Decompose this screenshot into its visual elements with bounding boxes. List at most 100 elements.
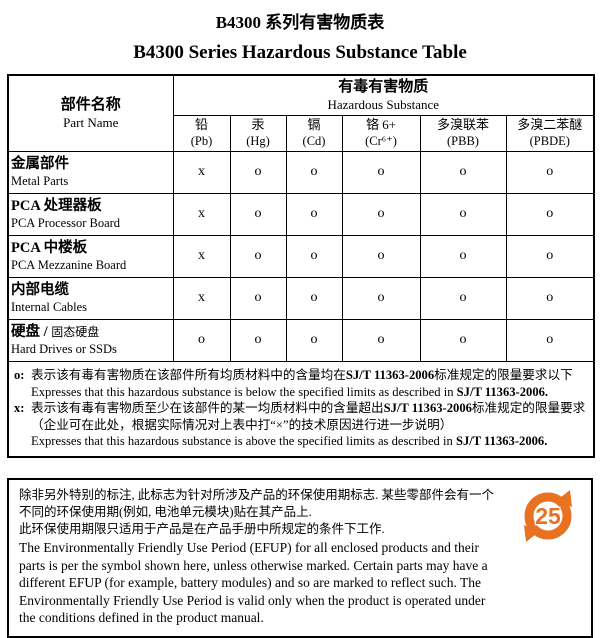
footnote-o-en-standard: SJ/T 11363-2006. [456, 384, 549, 399]
footnote-x-en-pre: Expresses that this hazardous substance … [31, 434, 456, 449]
part-zh-small: 固态硬盘 [51, 325, 100, 340]
substance-header-zh: 多溴联苯 [436, 117, 489, 133]
substance-value: o [341, 150, 421, 194]
efup-notice-box: 除非另外特别的标注, 此标志为针对所涉及产品的环保使用期标志. 某些零部件会有一… [7, 477, 593, 638]
substance-value: o [172, 318, 231, 362]
footnote-o-en: Expresses that this hazardous substance … [31, 384, 591, 401]
substance-value: x [172, 192, 231, 236]
footnote-x: x: 表示该有毒有害物质至少在该部件的某一均质材料中的含量超出SJ/T 1136… [11, 400, 591, 450]
substance-header-zh: 多溴二苯醚 [517, 117, 583, 133]
substance-header-en: (Pb) [190, 133, 213, 148]
footnote-o-zh: 表示该有毒有害物质在该部件所有均质材料中的含量均在SJ/T 11363-2006… [31, 367, 591, 384]
substance-header-pbb: 多溴联苯 (PBB) [419, 114, 507, 152]
part-name-en: Internal Cables [11, 299, 88, 314]
header-row-1: 部件名称 Part Name 有毒有害物质 Hazardous Substanc… [7, 74, 595, 152]
substance-header-en: (Hg) [246, 133, 270, 148]
substance-header-en: (Cr⁶⁺) [365, 133, 397, 148]
table-row: 内部电缆 Internal Cables x o o o o o [7, 276, 595, 320]
substance-header-en: (PBDE) [529, 133, 570, 148]
substance-value: o [341, 276, 421, 320]
part-name-cell: 金属部件 Metal Parts [7, 150, 174, 194]
part-name-zh: 金属部件 [11, 155, 171, 174]
substance-header-pbde: 多溴二苯醚 (PBDE) [505, 114, 595, 152]
footnote-x-en-standard: SJ/T 11363-2006. [455, 434, 548, 449]
part-name-cell: PCA 处理器板 PCA Processor Board [7, 192, 174, 236]
substance-value: x [172, 234, 231, 278]
page-title-en: B4300 Series Hazardous Substance Table [133, 42, 467, 63]
substance-value: o [419, 276, 507, 320]
part-name-en: PCA Processor Board [11, 215, 121, 230]
substance-value: o [285, 150, 343, 194]
footnote-x-zh-standard: SJ/T 11363-2006 [383, 401, 472, 416]
substance-value: o [505, 150, 595, 194]
substance-value: o [229, 276, 287, 320]
footnote-row: o: 表示该有毒有害物质在该部件所有均质材料中的含量均在SJ/T 11363-2… [7, 360, 595, 457]
substance-header-en: (Cd) [302, 133, 326, 148]
hazardous-substance-header: 有毒有害物质 Hazardous Substance [172, 74, 595, 116]
substance-value: o [419, 234, 507, 278]
substance-header-pb: 铅 (Pb) [172, 114, 231, 152]
part-name-cell: PCA 中楼板 PCA Mezzanine Board [7, 234, 174, 278]
hazardous-substance-header-en: Hazardous Substance [327, 97, 440, 113]
substance-value: o [419, 192, 507, 236]
substance-value: o [505, 276, 595, 320]
substance-header-cd: 镉 (Cd) [285, 114, 343, 152]
efup-notice-en: The Environmentally Friendly Use Period … [19, 540, 488, 626]
footnote-o: o: 表示该有毒有害物质在该部件所有均质材料中的含量均在SJ/T 11363-2… [11, 367, 591, 400]
part-name-en: Metal Parts [11, 173, 69, 188]
part-name-cell: 硬盘 / 固态硬盘 Hard Drives or SSDs [7, 318, 174, 362]
substance-header-zh: 铬 6+ [365, 117, 397, 133]
part-name-zh: PCA 处理器板 [11, 197, 171, 216]
footnote-o-marker: o: [14, 367, 25, 382]
footnote-x-en: Expresses that this hazardous substance … [31, 433, 591, 450]
substance-value: x [172, 150, 231, 194]
table-row: 硬盘 / 固态硬盘 Hard Drives or SSDs o o o o o o [7, 318, 595, 362]
part-name-cell: 内部电缆 Internal Cables [7, 276, 174, 320]
substance-value: o [341, 318, 421, 362]
footnote-x-zh-note: （企业可在此处，根据实际情况对上表中打“×”的技术原因进行进一步说明） [31, 417, 453, 432]
part-zh-main: PCA 中楼板 [11, 240, 88, 257]
part-name-zh: 内部电缆 [11, 281, 171, 300]
substance-value: o [419, 318, 507, 362]
substance-value: o [285, 276, 343, 320]
efup-zh-line1: 除非另外特别的标注, 此标志为针对所涉及产品的环保使用期标志. 某些零部件会有一… [19, 487, 495, 502]
part-zh-main: 硬盘 / [11, 324, 52, 341]
part-name-header-en: Part Name [63, 115, 119, 131]
efup-notice-zh: 除非另外特别的标注, 此标志为针对所涉及产品的环保使用期标志. 某些零部件会有一… [19, 487, 581, 539]
footnote-x-zh-post: 标准规定的限量要求 [471, 401, 586, 416]
substance-value: o [419, 150, 507, 194]
efup-zh-line2: 不同的环保使用期(例如, 电池单元模块)贴在其产品上. [19, 504, 312, 519]
substance-value: o [285, 318, 343, 362]
substance-header-zh: 汞 [251, 117, 265, 133]
part-zh-main: PCA 处理器板 [11, 198, 102, 215]
substance-value: o [341, 234, 421, 278]
substance-value: o [285, 234, 343, 278]
substance-header-hg: 汞 (Hg) [229, 114, 287, 152]
part-name-zh: 硬盘 / 固态硬盘 [11, 323, 171, 342]
footnote-cell: o: 表示该有毒有害物质在该部件所有均质材料中的含量均在SJ/T 11363-2… [7, 360, 595, 457]
substance-value: x [172, 276, 231, 320]
substance-value: o [505, 192, 595, 236]
substance-value: o [285, 192, 343, 236]
substance-value: o [229, 318, 287, 362]
hazardous-substance-table: 部件名称 Part Name 有毒有害物质 Hazardous Substanc… [7, 74, 596, 458]
substance-header-cr6: 铬 6+ (Cr⁶⁺) [341, 114, 421, 152]
part-name-header: 部件名称 Part Name [7, 74, 174, 152]
footnote-o-en-pre: Expresses that this hazardous substance … [31, 384, 457, 399]
substance-value: o [229, 234, 287, 278]
substance-header-zh: 铅 [194, 117, 208, 133]
substance-value: o [505, 318, 595, 362]
part-name-header-zh: 部件名称 [60, 97, 121, 113]
footnote-x-zh: 表示该有毒有害物质至少在该部件的某一均质材料中的含量超出SJ/T 11363-2… [31, 400, 591, 417]
efup-years-value: 25 [535, 503, 561, 529]
part-name-zh: PCA 中楼板 [11, 239, 171, 258]
substance-value: o [229, 150, 287, 194]
footnote-o-zh-post: 标准规定的限量要求以下 [434, 367, 573, 382]
hazardous-substance-header-zh: 有毒有害物质 [338, 79, 429, 95]
substance-value: o [341, 192, 421, 236]
part-zh-main: 内部电缆 [11, 282, 69, 299]
substance-value: o [229, 192, 287, 236]
header-row-2: 铅 (Pb) 汞 (Hg) 镉 (Cd) 铬 6+ (Cr⁶⁺) 多溴联苯 (PBB) 多溴二苯醚(… [8, 114, 595, 152]
footnote-o-zh-standard: SJ/T 11363-2006 [345, 367, 435, 382]
